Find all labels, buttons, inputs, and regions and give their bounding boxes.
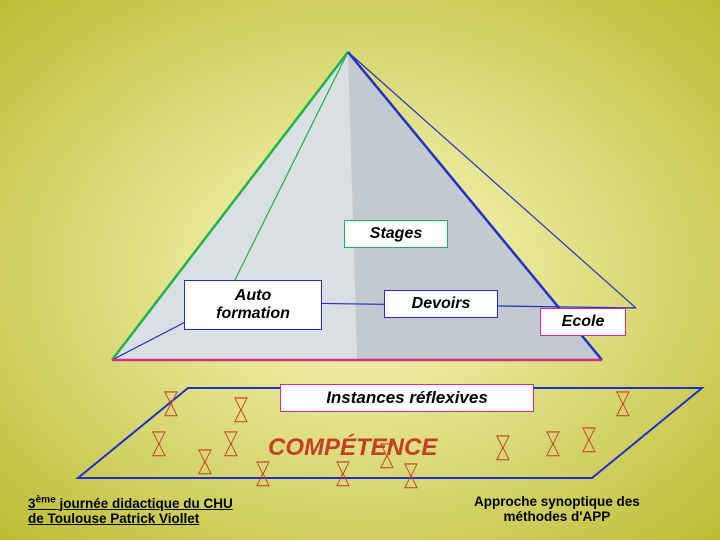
hourglass-icon: ▽△ [616,392,630,414]
box-instances: Instances réflexives [280,384,534,412]
competence-title: COMPÉTENCE [268,434,437,462]
box-devoirs: Devoirs [384,290,498,318]
hourglass-icon: ▽△ [164,392,178,414]
hourglass-icon: ▽△ [198,450,212,472]
footer-right-line1: Approche synoptique des [474,494,640,509]
footer-left-pre: 3 [28,496,36,511]
footer-left-line2: de Toulouse Patrick Viollet [28,511,199,526]
hourglass-icon: ▽△ [256,462,270,484]
hourglass-icon: ▽△ [380,444,394,466]
footer-left-post: journée didactique du CHU [56,496,233,511]
box-auto-formation-label: Auto formation [216,287,290,324]
footer-right: Approche synoptique des méthodes d'APP [474,494,640,524]
footer-right-line2: méthodes d'APP [474,509,640,524]
box-ecole: Ecole [540,308,626,336]
box-stages-label: Stages [370,225,422,243]
hourglass-icon: ▽△ [152,432,166,454]
box-auto-formation: Auto formation [184,280,322,330]
box-instances-label: Instances réflexives [326,388,488,408]
hourglass-icon: ▽△ [224,432,238,454]
box-devoirs-label: Devoirs [412,295,471,313]
hourglass-icon: ▽△ [546,432,560,454]
footer-left-sup: ème [36,494,56,505]
hourglass-icon: ▽△ [496,436,510,458]
hourglass-icon: ▽△ [234,398,248,420]
box-stages: Stages [344,220,448,248]
hourglass-icon: ▽△ [404,464,418,486]
hourglass-icon: ▽△ [582,428,596,450]
footer-left: 3ème journée didactique du CHU de Toulou… [28,494,233,526]
hourglass-icon: ▽△ [336,462,350,484]
box-ecole-label: Ecole [562,313,605,331]
